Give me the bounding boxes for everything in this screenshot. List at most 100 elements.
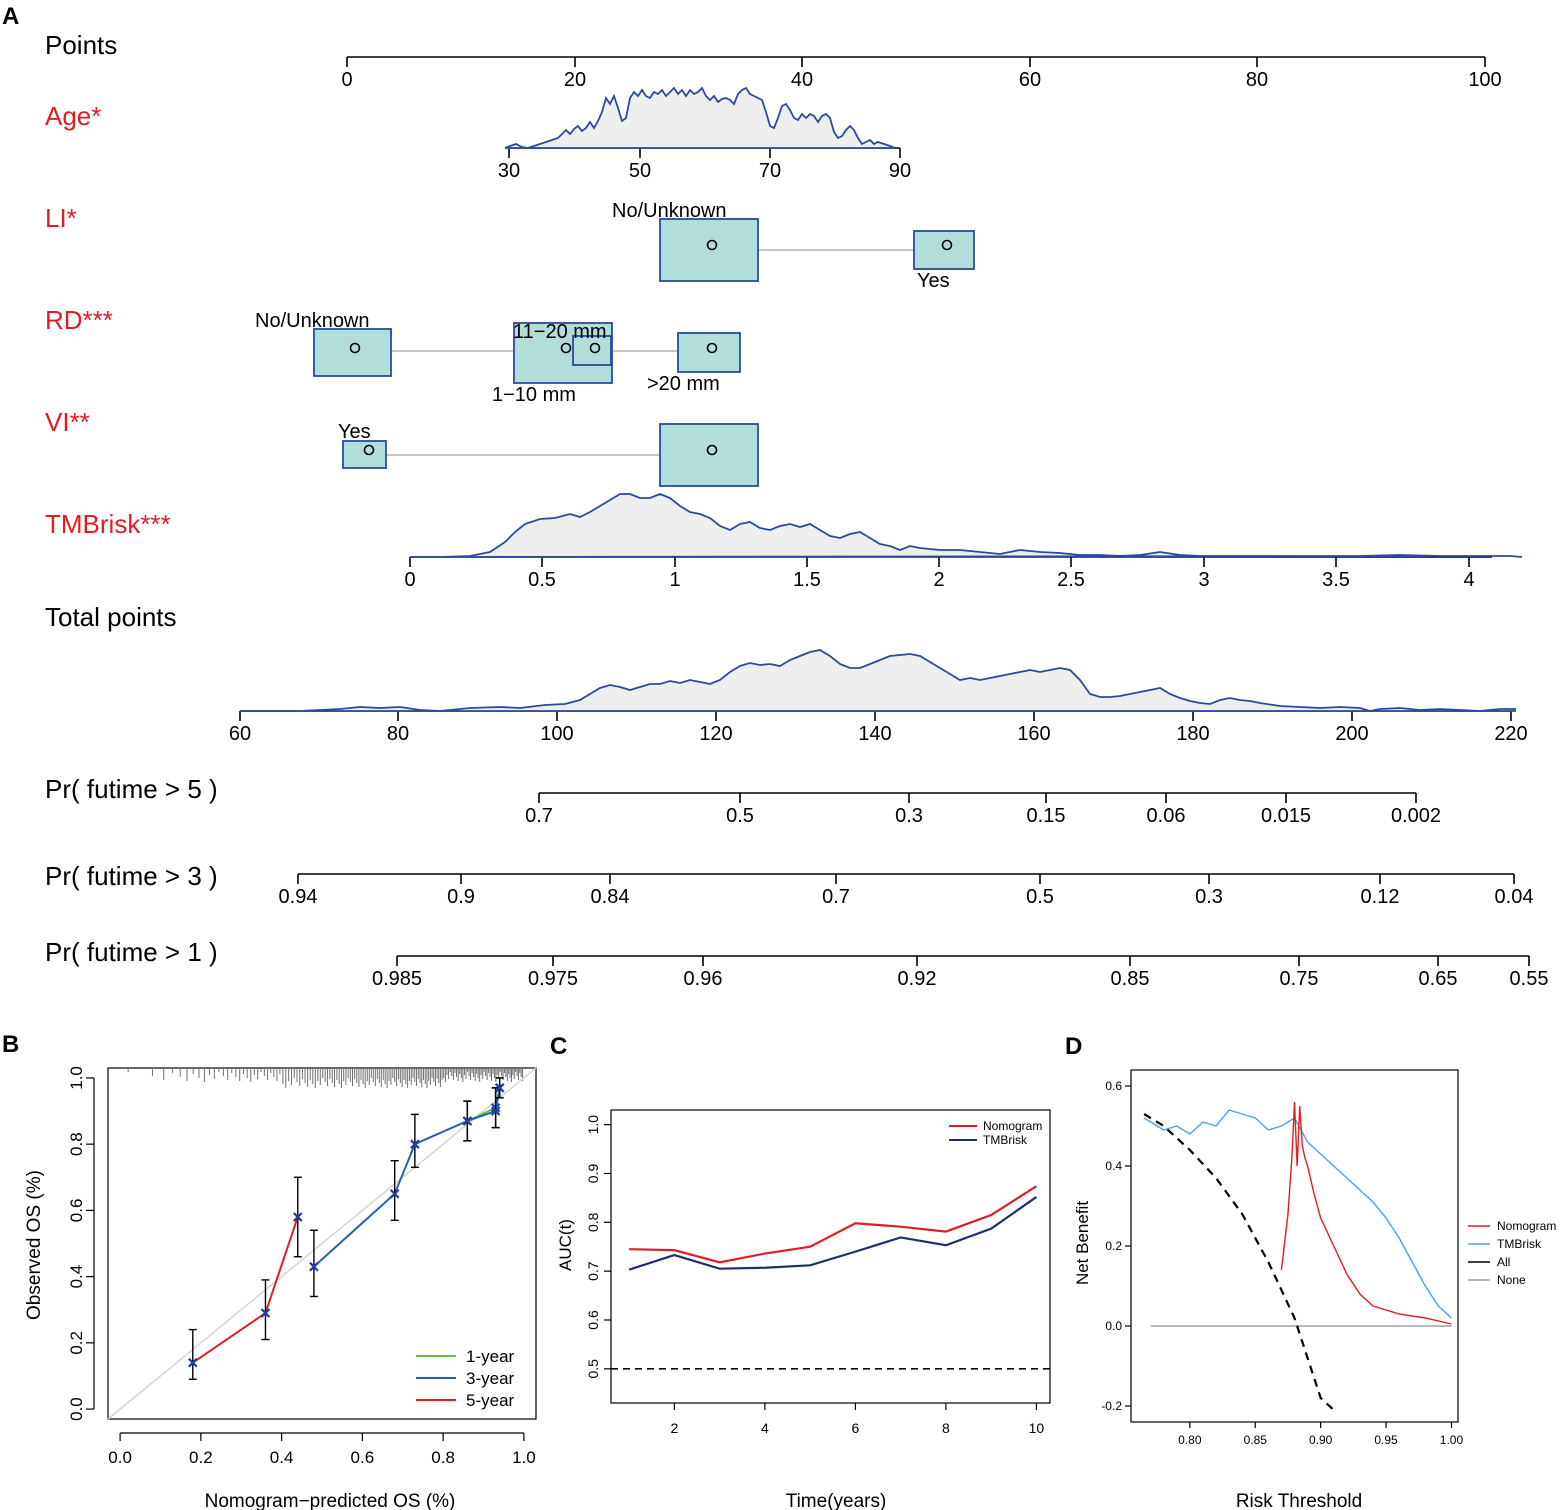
nomogram-tick-label: 220 [1494,723,1527,745]
c-x-tick-label: 8 [942,1420,950,1436]
vi-yes-box [342,440,387,469]
rd-gt20-text: >20 mm [647,373,720,395]
tmbrisk-density-tail [1492,555,1523,558]
c-series-line-TMBrisk [628,1196,1038,1271]
d-legend-label: None [1497,1273,1526,1287]
nomogram-tick-label: 0.5 [1026,886,1054,908]
rd-no-point [349,342,361,354]
c-y-tick-label: 1.0 [585,1115,601,1135]
calibration-frame [107,1067,537,1420]
nomogram-tick-label: 0.5 [726,805,754,827]
ideal-line [107,1067,537,1420]
age-density [504,86,896,149]
c-x-tick-label: 4 [761,1420,769,1436]
nomogram-tick-label: 0.94 [279,886,318,908]
points-label: Points [45,30,117,60]
d-x-tick-label: 1.00 [1440,1433,1464,1447]
d-legend-label: Nomogram [1497,1219,1556,1233]
b-y-tick-label: 0.6 [67,1199,86,1223]
nomogram-tick-label: 0.9 [447,886,475,908]
c-x-tick-label: 6 [851,1420,859,1436]
nomogram-tick-label: 40 [791,69,813,91]
nomogram-tick-label: 1.5 [793,569,821,591]
dca-legend: Nomogram TMBrisk All None [1468,1219,1556,1287]
b-point-marker [188,1357,198,1368]
rd-11-20-box [572,335,612,366]
c-ylabel: AUC(t) [556,1219,575,1271]
nomogram-tick-label: 1 [669,569,680,591]
c-y-tick-label: 0.8 [585,1212,601,1232]
c-xlabel: Time(years) [786,1491,887,1510]
c-y-tick-label: 0.9 [585,1164,601,1184]
d-x-tick-label: 0.80 [1178,1433,1202,1447]
d-legend-label: All [1497,1255,1510,1269]
b-point-marker [462,1116,473,1126]
d-series-line-All [1143,1113,1335,1411]
nomogram-tick-label: 0.985 [372,968,422,990]
li-yes-box [913,230,975,270]
b-y-tick-label: 1.0 [67,1066,86,1090]
panel-d-label: D [1065,1033,1082,1060]
b-legend-label: 5-year [466,1391,515,1410]
nomogram-tick-label: 0.06 [1147,805,1186,827]
nomogram-tick-label: 0.04 [1495,886,1534,908]
nomogram-tick-label: 50 [629,160,651,182]
c-x-tick-label: 2 [670,1420,678,1436]
b-ylabel: Observed OS (%) [24,1170,45,1320]
nomogram-tick-label: 60 [229,723,251,745]
dca-series [1143,1101,1452,1411]
nomogram-tick-label: 80 [1246,69,1268,91]
nomogram-tick-label: 0.3 [1195,886,1223,908]
vi-label: VI** [45,407,90,437]
age-label: Age* [45,101,101,131]
nomogram-scales: 0 20 40 60 80 100 30 50 70 90 0 0.5 1 1.5 2 2.5 3 3.5 4 60 8… [229,56,1549,990]
li-no-box [659,218,759,282]
panel-c-label: C [550,1033,567,1060]
nomogram-tick-label: 140 [858,723,891,745]
calibration-axes: 0.0 0.2 0.4 0.6 0.8 1.0 0.0 0.2 0.4 0.6 0.8 1.0 [67,1066,536,1467]
b-point-marker [260,1308,271,1318]
nomogram-tick-label: 0.3 [895,805,923,827]
nomogram-tick-label: 3.5 [1322,569,1350,591]
nomogram-tick-label: 0.65 [1419,968,1458,990]
auc-plot: 2 4 6 8 10 0.5 0.6 0.7 0.8 0.9 1.0 NomogramTMBrisk… [556,1109,1051,1510]
auc-series [628,1185,1038,1271]
nomogram-tick-label: 0.15 [1027,805,1066,827]
nomogram-tick-label: 2 [933,569,944,591]
total-points-density [240,649,1516,712]
li-no-point [706,239,718,251]
b-x-tick-label: 0.4 [270,1448,294,1467]
vi-yes-point [363,444,375,456]
nomogram-tick-label: 2.5 [1057,569,1085,591]
li-yes-point [941,239,953,251]
nomogram-tick-label: 0.75 [1280,968,1319,990]
pr1-label: Pr( futime > 1 ) [45,937,218,967]
vi-no-box [659,423,759,487]
calibration-legend: 1-year 3-year 5-year [416,1347,515,1410]
li-yes-text: Yes [917,270,950,292]
panel-b-label: B [2,1031,19,1058]
nomogram-tick-label: 0.12 [1361,886,1400,908]
d-series-line-Nomogram [1280,1101,1452,1325]
d-ylabel: Net Benefit [1073,1201,1092,1285]
decision-curve-plot: 0.80 0.85 0.90 0.95 1.00 -0.2 0.0 0.2 0.4 0.6 Nom… [1073,1069,1556,1510]
dca-frame [1130,1069,1459,1423]
calibration-series [188,1077,505,1380]
b-legend-label: 3-year [466,1369,515,1388]
d-y-tick-label: 0.2 [1105,1239,1122,1253]
b-y-tick-label: 0.2 [67,1331,86,1355]
rd-11-20-text: 11−20 mm [513,321,607,343]
b-x-tick-label: 0.2 [189,1448,213,1467]
rd-11-20-point [589,342,601,354]
d-x-tick-label: 0.95 [1374,1433,1398,1447]
nomogram-tick-label: 0.55 [1510,968,1549,990]
c-y-tick-label: 0.7 [585,1261,601,1281]
vi-no-point [706,444,718,456]
d-xlabel: Risk Threshold [1236,1491,1362,1510]
auc-axes: 2 4 6 8 10 0.5 0.6 0.7 0.8 0.9 1.0 [585,1115,1050,1436]
total-points-label: Total points [45,602,177,632]
c-legend-label: TMBrisk [983,1133,1028,1147]
rd-no-text: No/Unknown [255,310,370,332]
nomogram-tick-label: 4 [1463,569,1474,591]
li-label: LI* [45,203,77,233]
